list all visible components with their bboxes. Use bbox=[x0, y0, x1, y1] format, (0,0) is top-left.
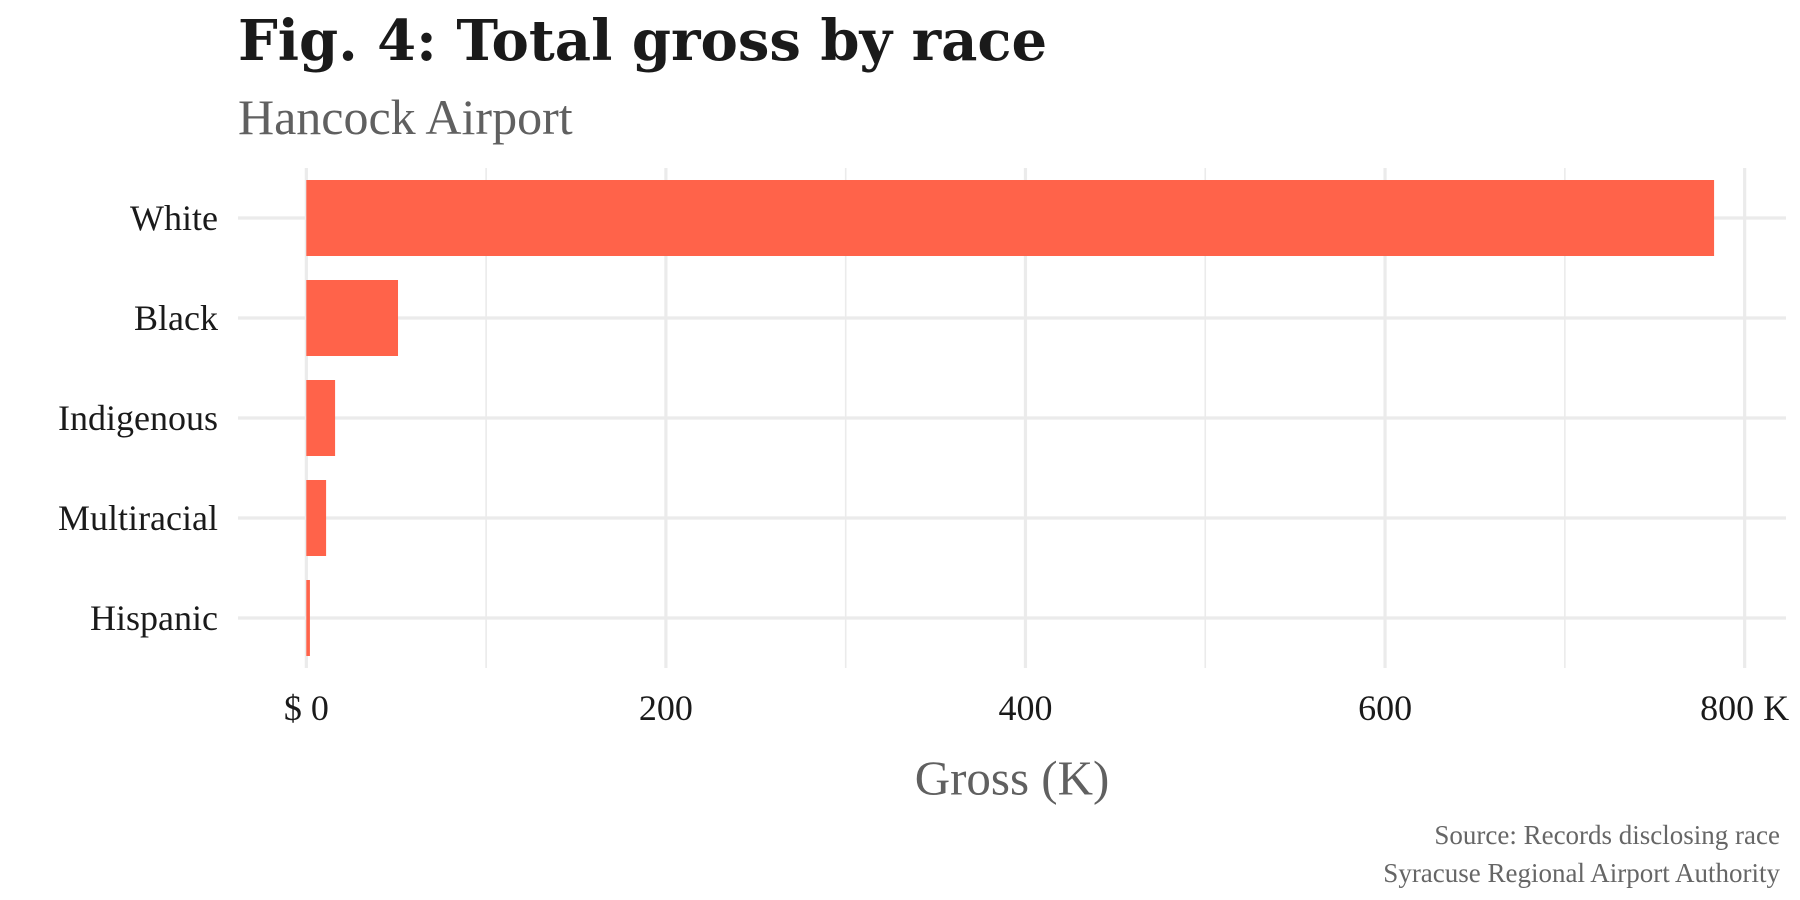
label-layer: White Black Indigenous Multiracial Hispanic $… bbox=[58, 198, 1789, 806]
x-tick-label: 800 K bbox=[1700, 688, 1789, 728]
y-tick-label: White bbox=[130, 198, 218, 238]
chart-title: Fig. 4: Total gross by race bbox=[238, 8, 1048, 74]
bar-black bbox=[306, 280, 399, 356]
caption-authority: Syracuse Regional Airport Authority bbox=[1383, 858, 1780, 888]
bar-indigenous bbox=[306, 380, 336, 456]
x-tick-label: 400 bbox=[998, 688, 1052, 728]
bar-hispanic bbox=[306, 580, 310, 656]
y-tick-label: Hispanic bbox=[90, 598, 218, 638]
chart-subtitle: Hancock Airport bbox=[238, 89, 573, 145]
y-tick-label: Multiracial bbox=[58, 498, 218, 538]
caption-source: Source: Records disclosing race bbox=[1434, 820, 1780, 850]
bar-multiracial bbox=[306, 480, 327, 556]
x-tick-label: 600 bbox=[1358, 688, 1412, 728]
x-tick-label: 200 bbox=[639, 688, 693, 728]
x-tick-label: $ 0 bbox=[284, 688, 329, 728]
y-tick-label: Indigenous bbox=[58, 398, 218, 438]
x-axis-title: Gross (K) bbox=[915, 751, 1110, 806]
bar-layer bbox=[306, 180, 1715, 656]
y-tick-label: Black bbox=[134, 298, 218, 338]
bar-white bbox=[306, 180, 1715, 256]
